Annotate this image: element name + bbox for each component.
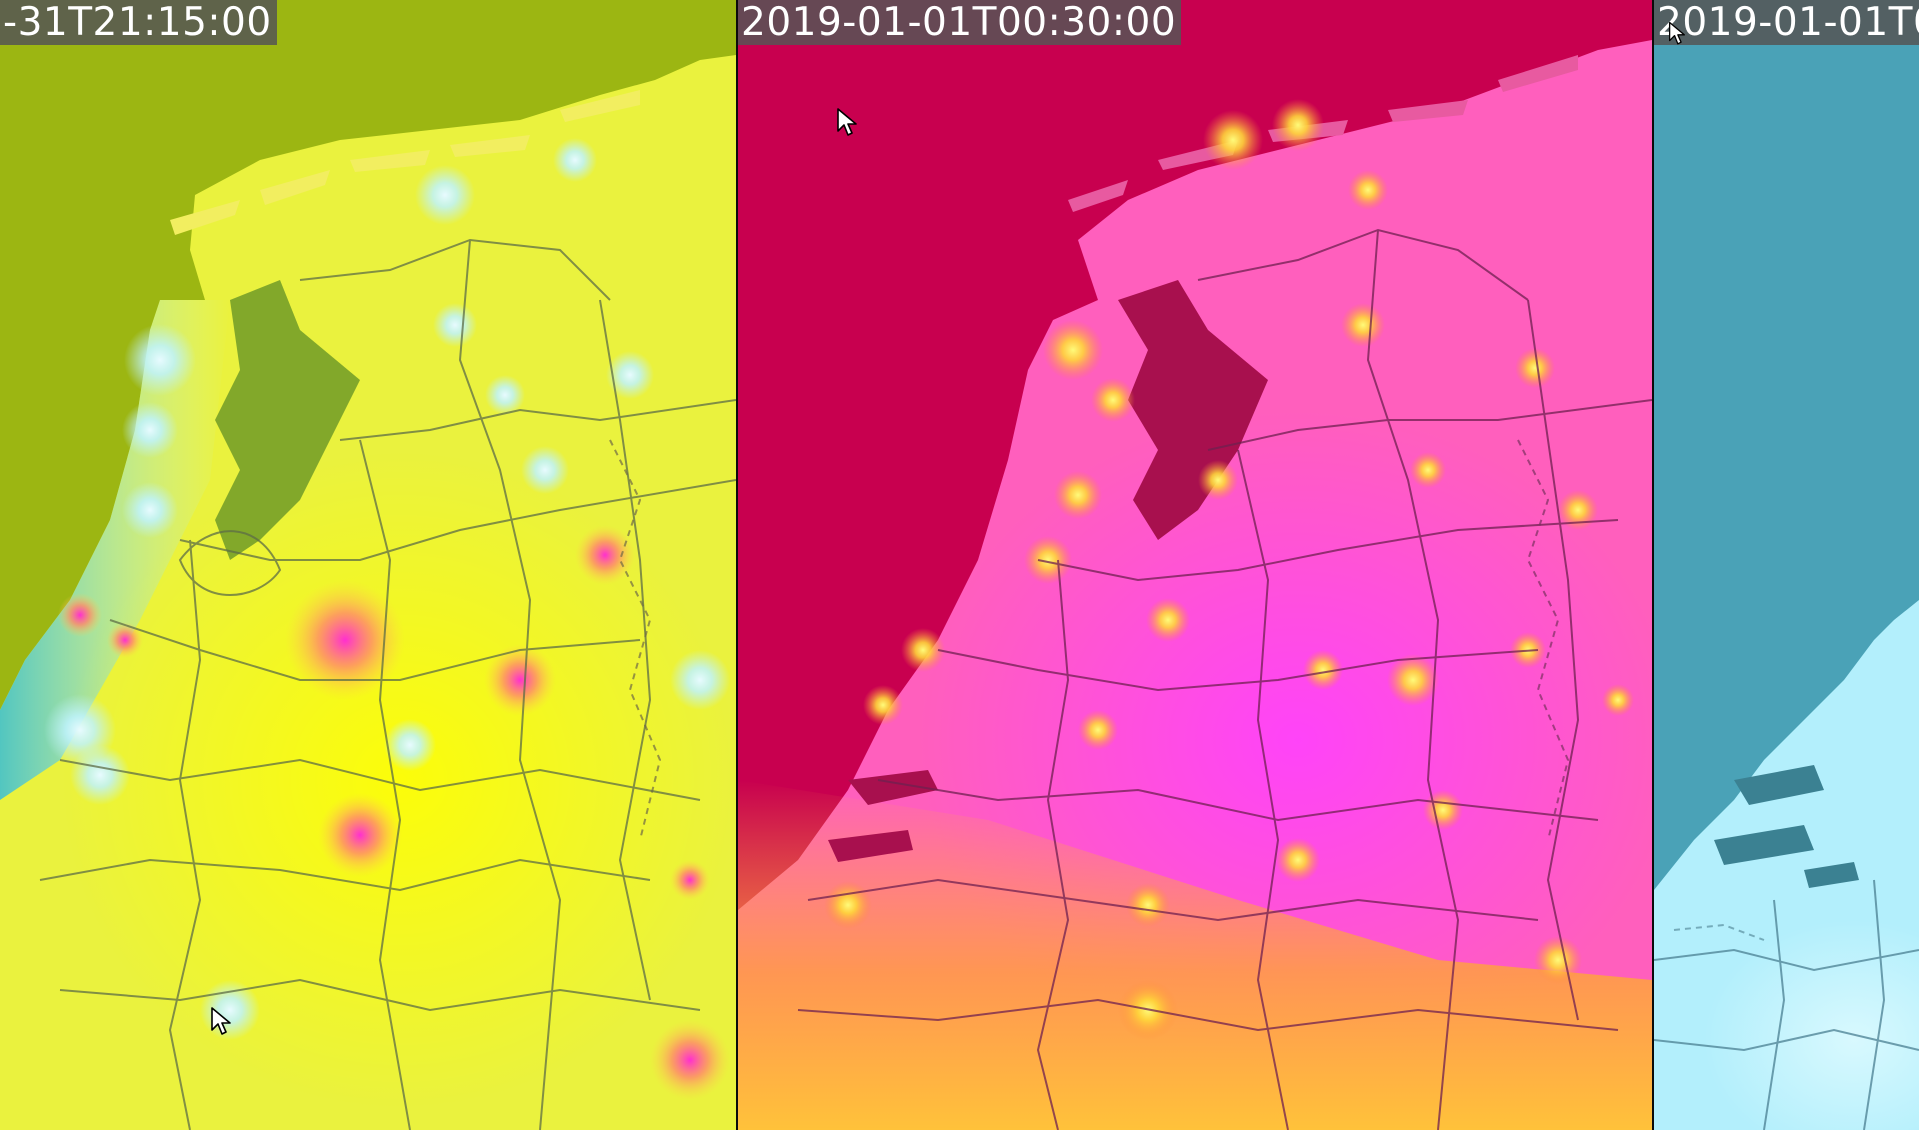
city-lights	[44, 138, 730, 1040]
road-network	[1654, 879, 1919, 1130]
mouse-pointer-icon	[837, 108, 857, 136]
mouse-pointer-icon	[1668, 21, 1686, 45]
glow	[1704, 920, 1919, 1130]
hotspots	[58, 525, 730, 1100]
ijsselmeer	[1118, 280, 1268, 540]
delta-water	[1714, 765, 1859, 888]
heatmap-1	[0, 0, 736, 1130]
border-dashed	[609, 439, 662, 841]
delta-water	[828, 770, 938, 862]
panel-divider	[736, 0, 738, 1130]
map-panel-3: 2019-01-01T0	[1654, 0, 1919, 1130]
border-dashed	[1673, 923, 1765, 941]
road-network	[797, 228, 1652, 1130]
heatmap-2	[738, 0, 1652, 1130]
timestamp-label: 2019-01-01T00:30:00	[738, 0, 1182, 45]
islands	[1068, 55, 1578, 212]
hot-core	[60, 450, 736, 1110]
panel-divider	[1652, 0, 1654, 1130]
timestamp-label: -31T21:15:00	[0, 0, 277, 45]
timestamp-label: 2019-01-01T0	[1654, 0, 1919, 45]
mouse-pointer-icon	[211, 1007, 231, 1035]
border-dashed	[1517, 439, 1570, 841]
south-warm-band	[738, 780, 1652, 1130]
map-panel-2: 2019-01-01T00:30:00	[738, 0, 1652, 1130]
islands	[170, 90, 640, 235]
road-network	[39, 238, 736, 1130]
heatmap-3	[1654, 0, 1919, 1130]
map-panel-1: -31T21:15:00	[0, 0, 736, 1130]
city-lights	[824, 99, 1634, 1040]
ijsselmeer	[215, 280, 360, 560]
